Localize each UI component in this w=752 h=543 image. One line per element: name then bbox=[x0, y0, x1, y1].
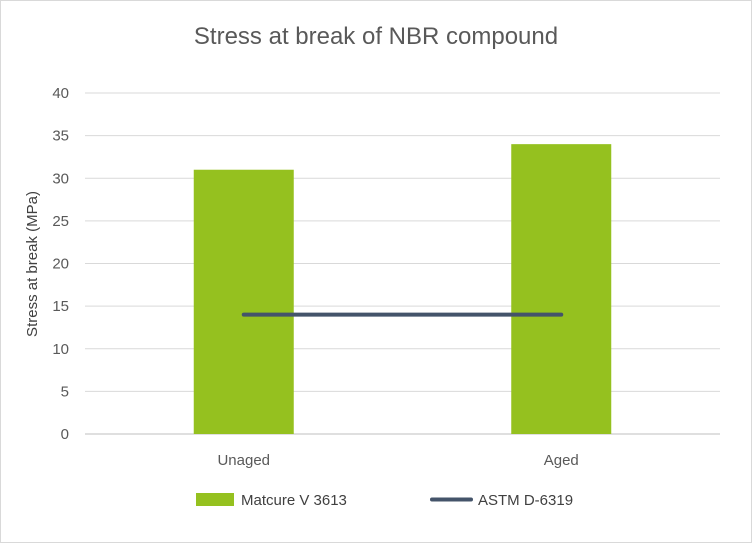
bar bbox=[193, 169, 294, 434]
legend-swatch-bar bbox=[196, 493, 234, 506]
x-tick-label: Aged bbox=[544, 452, 579, 469]
legend-label: Matcure V 3613 bbox=[241, 492, 347, 509]
y-tick-label: 15 bbox=[52, 298, 69, 315]
y-tick-label: 5 bbox=[61, 383, 69, 400]
y-tick-label: 35 bbox=[52, 128, 69, 145]
y-tick-label: 30 bbox=[52, 170, 69, 187]
y-tick-label: 10 bbox=[52, 341, 69, 358]
gridlines bbox=[85, 92, 720, 435]
y-axis-label: Stress at break (MPa) bbox=[24, 191, 41, 337]
bar-series bbox=[193, 144, 612, 434]
x-tick-label: Unaged bbox=[217, 452, 270, 469]
legend-label: ASTM D-6319 bbox=[478, 492, 573, 509]
chart-title: Stress at break of NBR compound bbox=[194, 23, 558, 50]
bar bbox=[511, 144, 612, 434]
y-tick-label: 0 bbox=[61, 426, 69, 443]
y-tick-label: 20 bbox=[52, 256, 69, 273]
y-tick-labels: 0 5 10 15 20 25 30 35 40 bbox=[52, 85, 69, 443]
x-tick-labels: Unaged Aged bbox=[217, 452, 578, 469]
legend: Matcure V 3613 ASTM D-6319 bbox=[196, 492, 573, 509]
y-tick-label: 25 bbox=[52, 213, 69, 230]
y-tick-label: 40 bbox=[52, 85, 69, 102]
